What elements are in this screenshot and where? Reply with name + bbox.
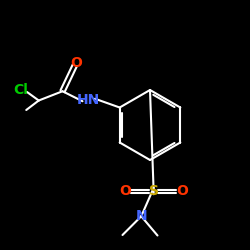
Text: S: S <box>149 184 159 198</box>
Text: O: O <box>119 184 131 198</box>
Text: O: O <box>176 184 188 198</box>
Text: HN: HN <box>77 93 100 107</box>
Text: O: O <box>70 56 82 70</box>
Text: Cl: Cl <box>13 83 28 97</box>
Text: N: N <box>136 209 147 223</box>
